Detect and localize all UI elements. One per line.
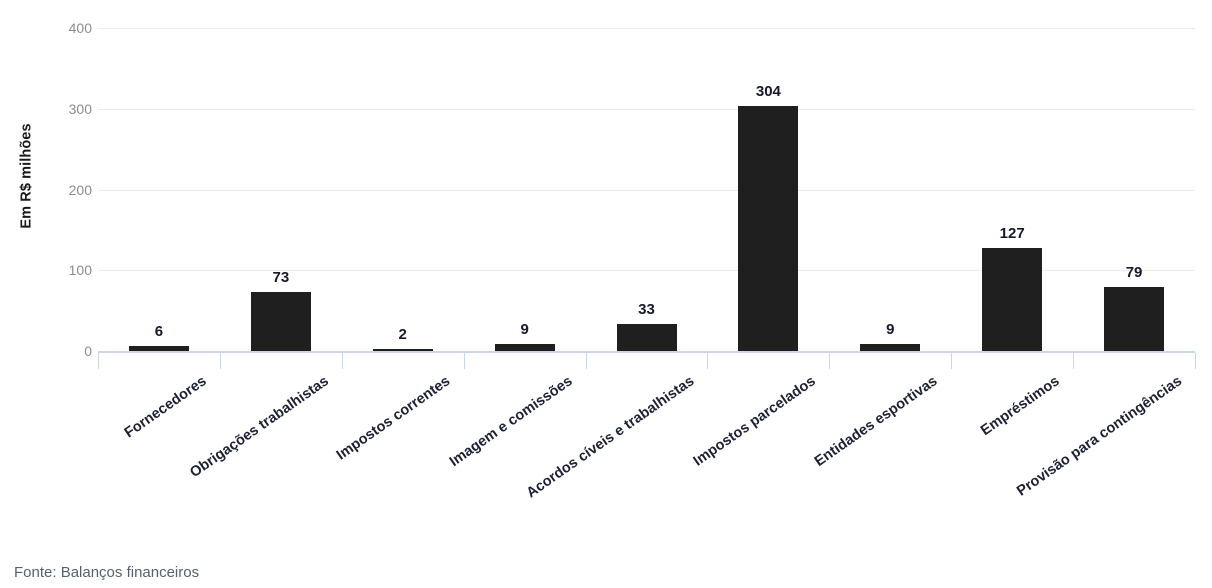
bar-value-label: 2	[398, 326, 407, 343]
y-axis-tick-label: 400	[68, 20, 92, 36]
x-axis-category-label-text: Entidades esportivas	[812, 373, 941, 470]
x-axis-category-label-text: Obrigações trabalhistas	[186, 373, 332, 482]
x-axis-tick	[1195, 353, 1196, 369]
bar-value-label: 304	[755, 82, 781, 100]
bar[interactable]	[616, 324, 677, 351]
bar[interactable]	[494, 343, 555, 351]
x-axis-category-label-text: Empréstimos	[978, 373, 1063, 439]
y-axis-tick-label: 300	[68, 100, 92, 117]
gridline	[98, 189, 1195, 191]
y-axis-tick-labels: 0 100 200 300 400	[0, 21, 92, 358]
x-axis-tick	[829, 353, 831, 369]
bar-value-label: 9	[886, 320, 895, 338]
x-axis-tick	[1073, 353, 1075, 369]
bar[interactable]	[1104, 287, 1165, 351]
gridline	[98, 270, 1195, 272]
bar-value-label: 6	[154, 323, 164, 341]
x-axis-category-label-text: Fornecedores	[121, 373, 210, 442]
x-axis-category-label-text: Impostos parcelados	[690, 373, 819, 470]
x-axis-category-label-text: Imagem e comissões	[446, 373, 576, 470]
x-axis-tick	[463, 353, 465, 369]
y-axis-tick-label: 0	[84, 343, 92, 359]
bar[interactable]	[738, 105, 799, 351]
bar[interactable]	[250, 292, 311, 351]
x-axis-tick	[98, 353, 99, 369]
bar[interactable]	[860, 343, 921, 351]
bar-value-label: 9	[520, 320, 529, 338]
x-axis-tick	[219, 353, 221, 369]
plot-area: 6 73 2 9 33 304 9 127 79	[98, 28, 1195, 351]
x-axis-tick	[585, 353, 587, 369]
gridline	[98, 28, 1195, 29]
bar-value-label: 127	[999, 225, 1025, 243]
x-axis-tick	[341, 353, 343, 369]
x-axis-tick	[707, 353, 709, 369]
bar[interactable]	[982, 248, 1043, 351]
bar[interactable]	[128, 346, 189, 351]
bar-value-label: 79	[1125, 264, 1143, 282]
source-note: Fonte: Balanços financeiros	[14, 564, 200, 581]
y-axis-tick-label: 200	[68, 181, 92, 198]
x-axis-category-label-text: Impostos correntes	[333, 373, 454, 464]
x-axis-tick	[951, 353, 953, 369]
bar-value-label: 33	[638, 301, 655, 319]
y-axis-tick-label: 100	[68, 262, 92, 279]
x-axis-line	[98, 351, 1195, 353]
gridline	[98, 108, 1195, 110]
bar[interactable]	[372, 349, 433, 351]
bar-value-label: 73	[272, 269, 290, 287]
